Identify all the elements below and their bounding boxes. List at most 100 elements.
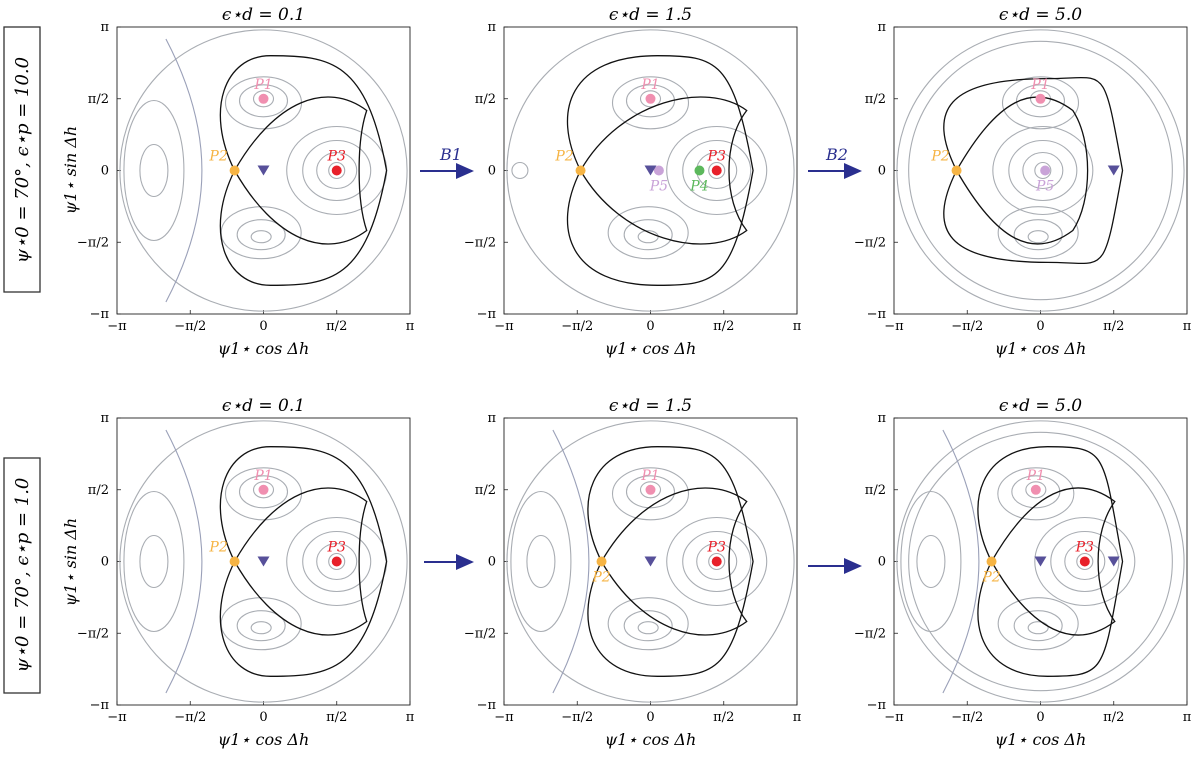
contour-p1-island bbox=[252, 90, 275, 108]
y-tick-label: π/2 bbox=[475, 92, 496, 107]
x-tick-label: π bbox=[406, 710, 415, 725]
row-label-2: ψ⋆0 = 70°, ϵ⋆p = 1.0 bbox=[3, 457, 41, 694]
contour-core-island bbox=[992, 125, 1094, 216]
y-tick-label: π/2 bbox=[865, 92, 886, 107]
equilibrium-label-p2: P2 bbox=[208, 149, 227, 165]
y-tick-label: π bbox=[100, 411, 109, 426]
contour-bottom-island bbox=[236, 219, 286, 251]
y-tick-label: π bbox=[877, 20, 886, 35]
contour-outer-2 bbox=[908, 431, 1173, 692]
equilibrium-triangle bbox=[257, 556, 270, 567]
panel-r2-c2: ϵ⋆d = 1.5 −π π −π/2 π/2 0 0 π/2 −π/2 π −π ψ1⋆ cos Δ… bbox=[464, 396, 802, 749]
equilibrium-label-p3: P3 bbox=[327, 540, 346, 556]
equilibrium-label-p2: P2 bbox=[208, 540, 227, 556]
contour-bottom-island bbox=[1013, 219, 1063, 251]
y-tick-label: −π/2 bbox=[464, 626, 496, 641]
equilibrium-triangle bbox=[257, 165, 270, 176]
separatrix-outer bbox=[219, 55, 388, 286]
equilibrium-label-p3: P3 bbox=[1075, 540, 1094, 556]
row-label-2-text: ψ⋆0 = 70°, ϵ⋆p = 1.0 bbox=[12, 478, 33, 673]
x-tick-label: π bbox=[1183, 319, 1192, 334]
y-tick-label: −π/2 bbox=[77, 626, 109, 641]
contour-core-island bbox=[682, 530, 752, 593]
contour-core-island bbox=[708, 552, 726, 571]
contour-bottom-island bbox=[250, 621, 272, 635]
equilibrium-p2 bbox=[596, 556, 607, 567]
y-tick-label: π bbox=[100, 20, 109, 35]
y-tick-label: π bbox=[877, 411, 886, 426]
contour-p1-island bbox=[238, 84, 289, 118]
equilibrium-p1 bbox=[258, 484, 269, 495]
contour-bottom-island bbox=[236, 610, 286, 642]
equilibrium-p2 bbox=[229, 165, 240, 176]
contour-p1-island bbox=[238, 475, 289, 509]
y-tick-label: π bbox=[487, 411, 496, 426]
x-tick-label: −π/2 bbox=[174, 319, 206, 334]
equilibrium-p2 bbox=[986, 556, 997, 567]
equilibrium-label-p1: P1 bbox=[253, 77, 272, 93]
contour-outer bbox=[896, 29, 1185, 312]
y-tick-label: −π/2 bbox=[854, 235, 886, 250]
arrow-b2-label: B2 bbox=[825, 145, 848, 164]
equilibrium-p1 bbox=[1030, 484, 1041, 495]
contour-core-island bbox=[1034, 516, 1136, 607]
contour-outer bbox=[119, 420, 408, 703]
equilibrium-triangle bbox=[1107, 165, 1120, 176]
x-tick-label: −π/2 bbox=[561, 319, 593, 334]
arrow-b1-label: B1 bbox=[439, 145, 462, 164]
contour-lines bbox=[896, 420, 1185, 703]
x-tick-label: 0 bbox=[646, 710, 654, 725]
contour-lines bbox=[119, 420, 408, 703]
contour-bottom-island bbox=[607, 206, 689, 260]
y-axis-label-row1: ψ1⋆ sin Δh bbox=[61, 126, 80, 214]
x-tick-label: π bbox=[406, 319, 415, 334]
equilibrium-label-p1: P1 bbox=[640, 77, 659, 93]
x-tick-label: π/2 bbox=[1103, 710, 1124, 725]
separatrix-inner bbox=[233, 96, 368, 245]
equilibrium-p5 bbox=[1040, 165, 1051, 176]
equilibrium-triangle bbox=[1107, 556, 1120, 567]
y-axis-label-row2: ψ1⋆ sin Δh bbox=[61, 518, 80, 606]
separatrix-inner bbox=[600, 487, 748, 636]
x-tick-label: −π/2 bbox=[561, 710, 593, 725]
contour-core-island bbox=[1008, 139, 1078, 202]
y-tick-label: 0 bbox=[878, 555, 886, 570]
contour-lines bbox=[506, 29, 795, 312]
separatrix-outer bbox=[943, 76, 1124, 265]
equilibrium-triangle bbox=[644, 165, 657, 176]
equilibrium-p3 bbox=[331, 556, 342, 567]
y-tick-label: π bbox=[487, 20, 496, 35]
y-tick-label: π/2 bbox=[88, 483, 109, 498]
row-label-1-text: ψ⋆0 = 70°, ϵ⋆p = 10.0 bbox=[12, 57, 33, 263]
contour-left-island-2 bbox=[123, 490, 185, 633]
equilibrium-label-p2: P2 bbox=[981, 570, 1000, 586]
contour-left-lens bbox=[165, 429, 203, 694]
equilibrium-label-p4: P4 bbox=[689, 179, 708, 195]
contour-core-island bbox=[316, 542, 358, 581]
equilibrium-p1 bbox=[645, 93, 656, 104]
contour-left-island bbox=[139, 534, 169, 589]
y-tick-label: 0 bbox=[101, 164, 109, 179]
contour-core-island bbox=[708, 161, 726, 180]
contour-core-island bbox=[328, 161, 346, 180]
y-tick-label: −π bbox=[477, 307, 497, 322]
equilibrium-p4 bbox=[694, 165, 705, 176]
equilibrium-p1 bbox=[258, 93, 269, 104]
x-axis-label: ψ1⋆ cos Δh bbox=[218, 730, 310, 749]
contour-p1-island bbox=[611, 467, 690, 521]
contour-bottom-island bbox=[1027, 621, 1049, 635]
contour-bottom-island bbox=[250, 230, 272, 244]
contour-lines bbox=[506, 420, 795, 703]
x-tick-label: 0 bbox=[1036, 710, 1044, 725]
equilibrium-label-p3: P3 bbox=[707, 540, 726, 556]
contour-p1-island bbox=[625, 475, 676, 509]
contour-p1-island bbox=[997, 467, 1075, 521]
x-tick-label: π bbox=[793, 710, 802, 725]
contour-p1-island bbox=[1001, 76, 1080, 130]
contour-core-island bbox=[666, 516, 768, 607]
contour-left-lens bbox=[552, 429, 590, 694]
x-tick-label: −π bbox=[884, 710, 904, 725]
equilibrium-p3 bbox=[1079, 556, 1090, 567]
contour-outer bbox=[506, 420, 795, 703]
contour-lines bbox=[896, 29, 1185, 312]
